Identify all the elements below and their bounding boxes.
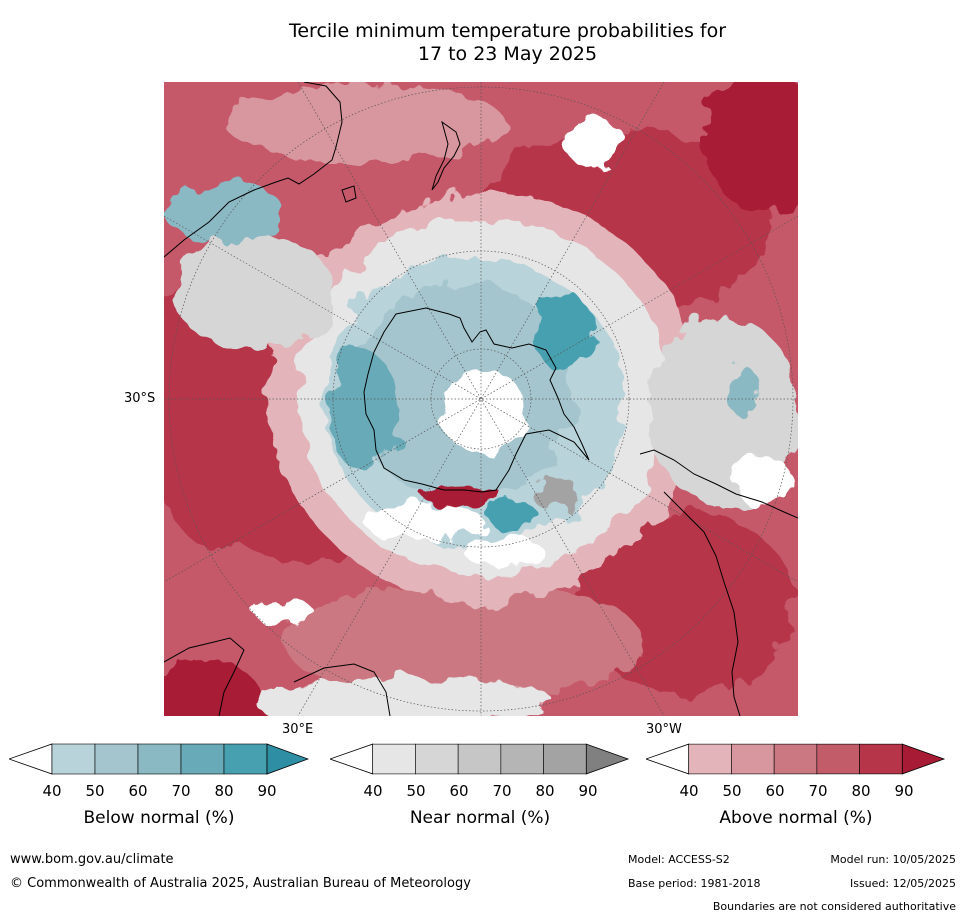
tick-label: 50 xyxy=(406,782,426,800)
issued-date: Issued: 12/05/2025 xyxy=(849,877,956,890)
above-normal-colorbar xyxy=(646,743,946,775)
antarctica-coast xyxy=(363,307,590,493)
africa-coast xyxy=(164,637,245,716)
model-name: Model: ACCESS-S2 xyxy=(628,853,730,866)
near-normal-colorbar xyxy=(330,743,630,775)
tick-label: 60 xyxy=(128,782,148,800)
map-canvas xyxy=(164,82,798,716)
tick-label: 50 xyxy=(85,782,105,800)
disclaimer: Boundaries are not considered authoritat… xyxy=(712,900,956,913)
coastlines xyxy=(164,82,798,716)
tick-label: 40 xyxy=(363,782,383,800)
patagonia-coast xyxy=(663,491,741,716)
tick-label: 70 xyxy=(808,782,828,800)
tick-label: 90 xyxy=(257,782,277,800)
tick-label: 90 xyxy=(578,782,598,800)
copyright: © Commonwealth of Australia 2025, Austra… xyxy=(10,876,471,891)
lat-label: 30°S xyxy=(124,391,156,406)
lon-label-east: 30°E xyxy=(282,722,314,737)
below-normal-colorbar xyxy=(9,743,309,775)
probability-field xyxy=(164,82,798,716)
tick-label: 80 xyxy=(535,782,555,800)
model-run: Model run: 10/05/2025 xyxy=(830,853,956,866)
tick-label: 50 xyxy=(722,782,742,800)
probability-map[interactable] xyxy=(164,82,798,716)
tick-label: 60 xyxy=(765,782,785,800)
tick-label: 90 xyxy=(894,782,914,800)
tick-label: 60 xyxy=(449,782,469,800)
tick-label: 80 xyxy=(214,782,234,800)
title-line-1: Tercile minimum temperature probabilitie… xyxy=(288,20,727,42)
tick-label: 40 xyxy=(679,782,699,800)
new-zealand-coast xyxy=(431,120,461,191)
near-normal-title: Near normal (%) xyxy=(409,808,551,828)
below-normal-title: Below normal (%) xyxy=(83,808,235,828)
tick-label: 40 xyxy=(42,782,62,800)
australia-coast xyxy=(164,82,343,258)
base-period: Base period: 1981-2018 xyxy=(628,877,761,890)
above-normal-title: Above normal (%) xyxy=(719,808,873,828)
lon-label-west: 30°W xyxy=(646,722,682,737)
tick-label: 70 xyxy=(171,782,191,800)
madagascar-coast xyxy=(293,663,391,716)
tasmania-coast xyxy=(341,185,357,203)
title-line-2: 17 to 23 May 2025 xyxy=(417,43,598,65)
tick-label: 80 xyxy=(851,782,871,800)
chart-title: Tercile minimum temperature probabilitie… xyxy=(0,20,965,66)
tick-label: 70 xyxy=(492,782,512,800)
south-america-coast xyxy=(639,449,798,519)
website-link[interactable]: www.bom.gov.au/climate xyxy=(10,852,174,867)
